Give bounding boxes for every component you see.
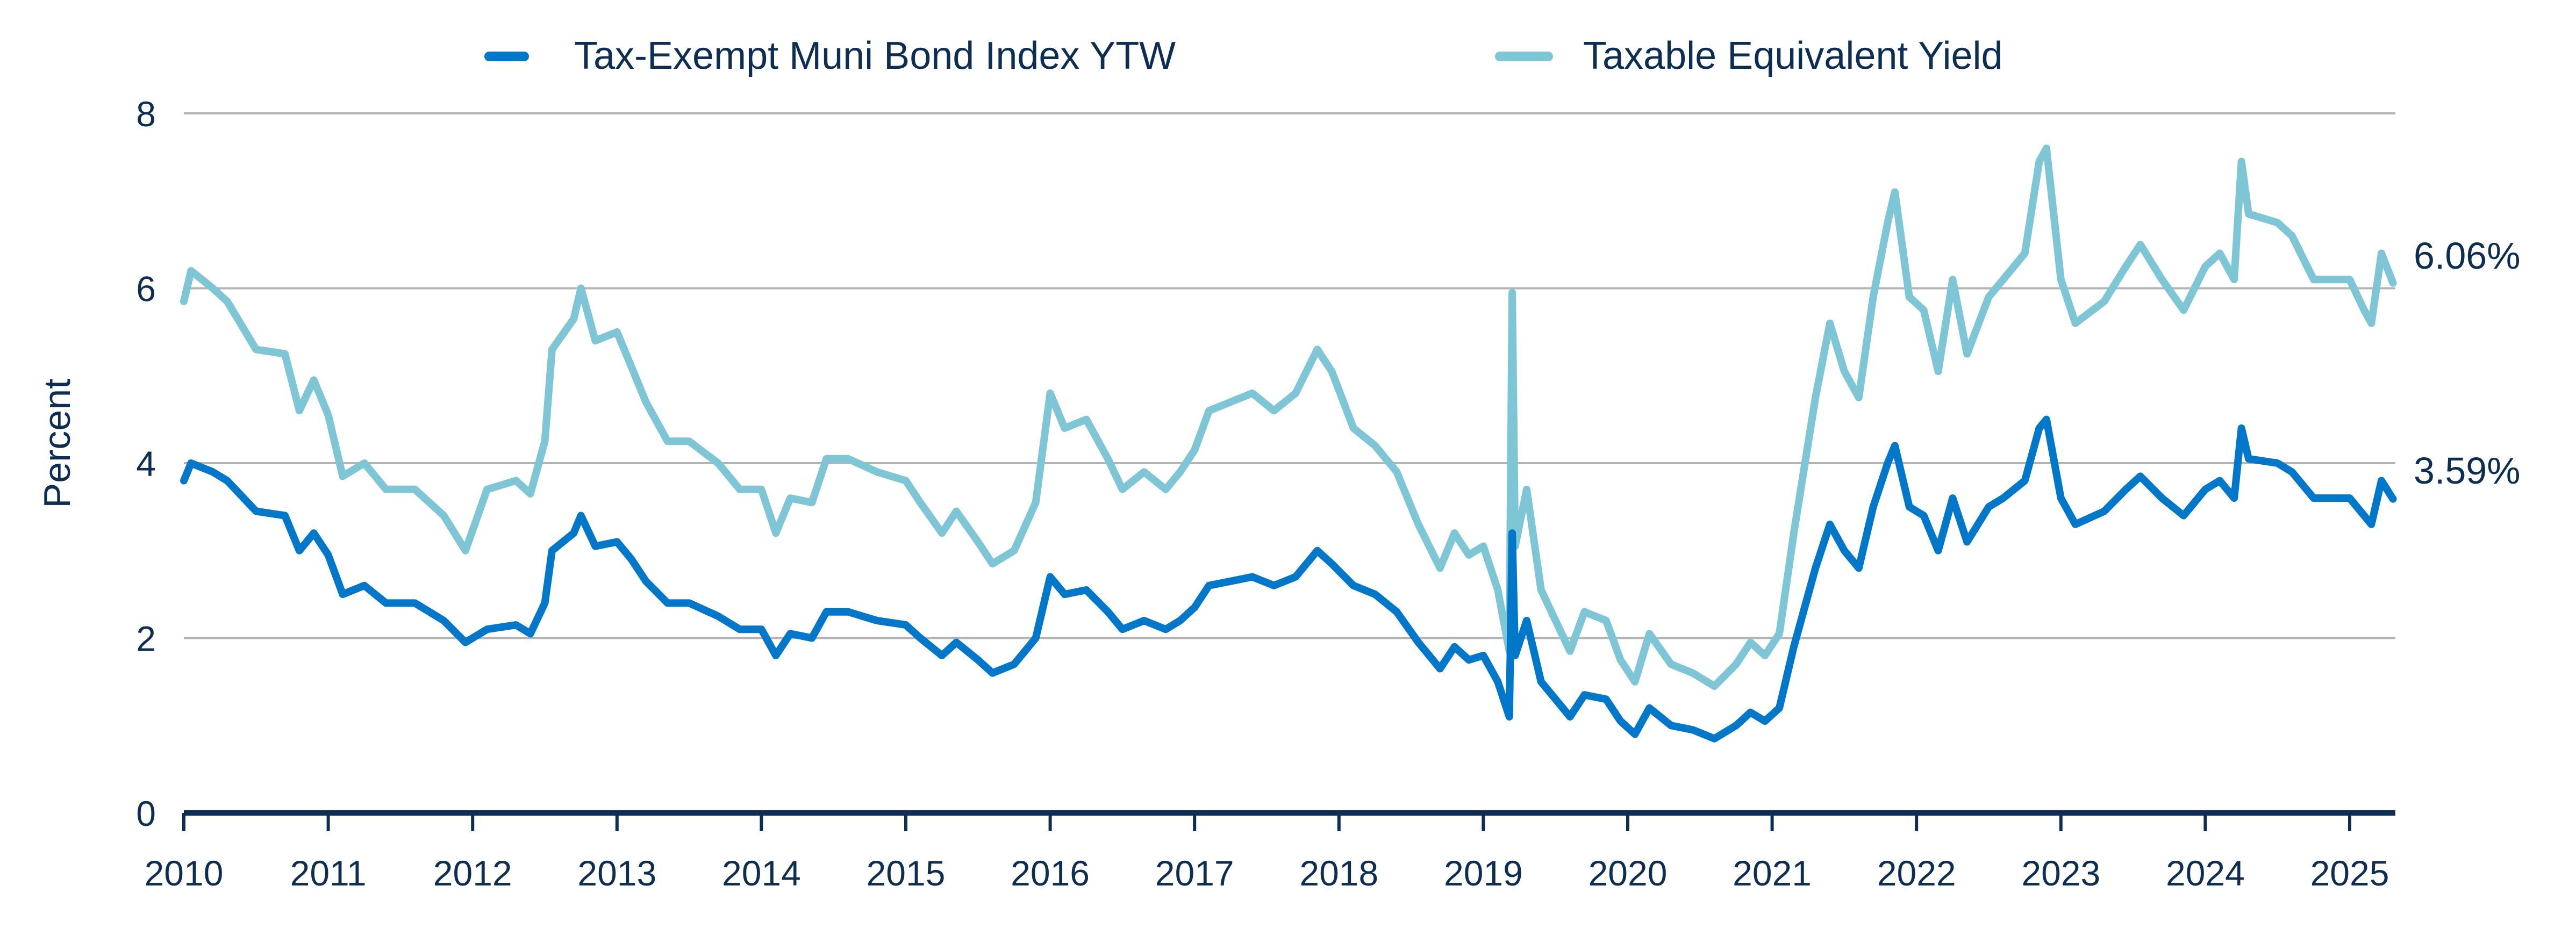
x-tick-label: 2023 [2021, 853, 2100, 893]
x-tick-label: 2020 [1588, 853, 1668, 893]
axes: 0 2 4 6 8 2010 2011 2012 2013 2014 2015 2016 2017 201… [136, 94, 2395, 893]
x-tick-label: 2017 [1155, 853, 1234, 893]
y-tick-label: 4 [136, 444, 156, 484]
series-line [180, 415, 2397, 743]
series-lines [180, 145, 2397, 743]
x-tick-label: 2022 [1877, 853, 1956, 893]
x-tick-label: 2015 [867, 853, 946, 893]
legend-label-taxable: Taxable Equivalent Yield [1583, 34, 2003, 77]
x-tick-label: 2021 [1733, 853, 1812, 893]
legend-label-muni: Tax-Exempt Muni Bond Index YTW [574, 34, 1176, 77]
x-tick-label: 2019 [1444, 853, 1523, 893]
x-tick-label: 2016 [1011, 853, 1090, 893]
end-label-taxable: 6.06% [2414, 235, 2520, 277]
x-tick-label: 2024 [2166, 853, 2245, 893]
x-tick-label: 2013 [577, 853, 656, 893]
gridlines [184, 112, 2395, 639]
y-tick-label: 8 [136, 94, 156, 134]
x-tick-label: 2014 [722, 853, 801, 893]
series-line [180, 145, 2397, 690]
x-tick-label: 2018 [1299, 853, 1378, 893]
x-tick-label: 2010 [145, 853, 224, 893]
x-tick-label: 2011 [290, 853, 367, 893]
x-tick-label: 2025 [2310, 853, 2389, 893]
x-tick-label: 2012 [433, 853, 512, 893]
end-label-muni: 3.59% [2414, 450, 2520, 492]
y-tick-label: 6 [136, 269, 156, 309]
y-tick-label: 2 [136, 619, 156, 659]
y-axis-label: Percent [36, 378, 78, 508]
y-tick-label: 0 [136, 794, 156, 833]
legend: Tax-Exempt Muni Bond Index YTW Taxable E… [484, 34, 2003, 77]
